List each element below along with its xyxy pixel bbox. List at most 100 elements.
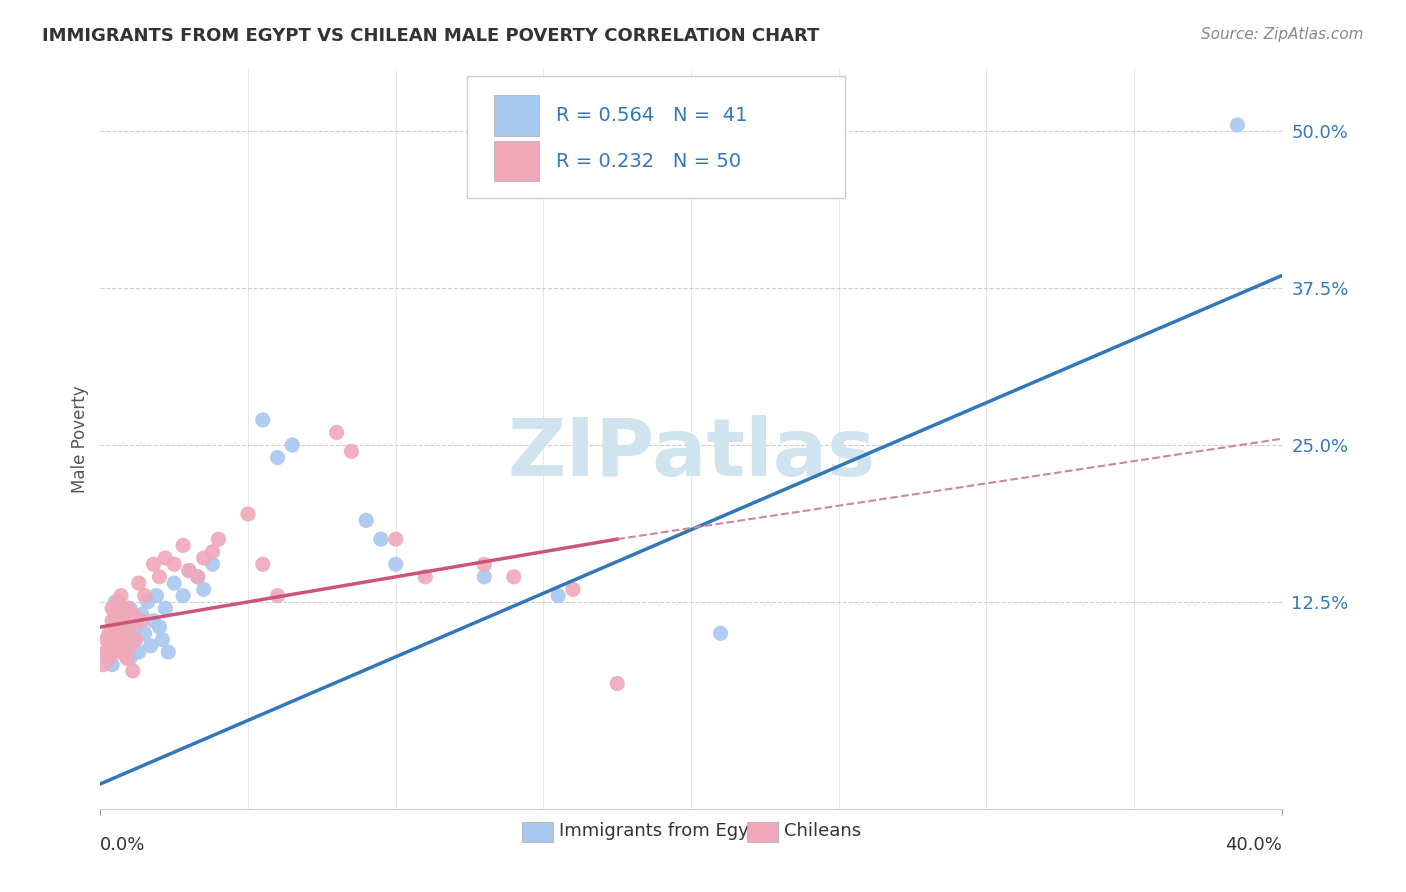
Point: [709, 626, 731, 640]
Point: [101, 614, 124, 628]
Point: [1226, 118, 1249, 132]
Point: [121, 632, 143, 647]
Point: [150, 632, 173, 647]
Text: Chileans: Chileans: [783, 822, 860, 840]
Point: [201, 545, 224, 559]
Text: R = 0.232   N = 50: R = 0.232 N = 50: [557, 152, 741, 170]
Point: [115, 601, 138, 615]
Point: [98, 651, 121, 665]
Point: [502, 570, 524, 584]
Point: [131, 614, 153, 628]
Point: [128, 645, 150, 659]
Point: [187, 570, 209, 584]
Point: [101, 645, 124, 659]
Point: [98, 632, 121, 647]
FancyBboxPatch shape: [467, 76, 845, 198]
Point: [266, 589, 288, 603]
Point: [112, 614, 135, 628]
Point: [104, 639, 127, 653]
Point: [121, 664, 143, 678]
Point: [155, 601, 177, 615]
Text: ZIPatlas: ZIPatlas: [508, 415, 875, 492]
Text: 40.0%: 40.0%: [1225, 836, 1282, 854]
Point: [236, 507, 259, 521]
Point: [354, 513, 377, 527]
Point: [125, 632, 148, 647]
Point: [101, 601, 124, 615]
Bar: [494, 141, 538, 181]
Point: [163, 576, 186, 591]
Point: [606, 676, 628, 690]
Point: [193, 551, 215, 566]
Point: [201, 558, 224, 572]
Point: [413, 570, 436, 584]
Point: [110, 589, 132, 603]
Point: [252, 413, 274, 427]
Text: IMMIGRANTS FROM EGYPT VS CHILEAN MALE POVERTY CORRELATION CHART: IMMIGRANTS FROM EGYPT VS CHILEAN MALE PO…: [42, 27, 820, 45]
Point: [472, 570, 495, 584]
Point: [370, 532, 392, 546]
Point: [112, 632, 135, 647]
Point: [128, 576, 150, 591]
Point: [172, 538, 194, 552]
Point: [134, 589, 156, 603]
Point: [104, 620, 127, 634]
Point: [107, 632, 129, 647]
Point: [110, 620, 132, 634]
Point: [157, 645, 180, 659]
Point: [340, 444, 363, 458]
Text: Immigrants from Egypt: Immigrants from Egypt: [558, 822, 768, 840]
Point: [148, 570, 170, 584]
Point: [98, 639, 121, 653]
Point: [110, 626, 132, 640]
Point: [98, 626, 121, 640]
Point: [125, 620, 148, 634]
Point: [193, 582, 215, 597]
Point: [177, 564, 200, 578]
Point: [187, 570, 209, 584]
Point: [172, 589, 194, 603]
Point: [131, 607, 153, 622]
Text: Source: ZipAtlas.com: Source: ZipAtlas.com: [1201, 27, 1364, 42]
Point: [281, 438, 304, 452]
Point: [112, 639, 135, 653]
Point: [104, 614, 127, 628]
Point: [207, 532, 229, 546]
Point: [118, 620, 141, 634]
Y-axis label: Male Poverty: Male Poverty: [72, 385, 89, 492]
Point: [177, 564, 200, 578]
Point: [266, 450, 288, 465]
Point: [118, 651, 141, 665]
Point: [107, 595, 129, 609]
Point: [91, 657, 114, 672]
Text: R = 0.564   N =  41: R = 0.564 N = 41: [557, 105, 748, 125]
Point: [101, 657, 124, 672]
Point: [325, 425, 347, 440]
Point: [118, 639, 141, 653]
Point: [252, 558, 274, 572]
Point: [139, 639, 162, 653]
Point: [155, 551, 177, 566]
Point: [112, 607, 135, 622]
Text: 0.0%: 0.0%: [100, 836, 146, 854]
Point: [142, 558, 165, 572]
Point: [110, 645, 132, 659]
Point: [115, 651, 138, 665]
Point: [104, 595, 127, 609]
Point: [96, 645, 118, 659]
Point: [107, 632, 129, 647]
Bar: [494, 95, 538, 136]
Point: [142, 614, 165, 628]
Point: [121, 607, 143, 622]
Point: [148, 620, 170, 634]
Point: [472, 558, 495, 572]
Point: [96, 645, 118, 659]
Point: [547, 589, 569, 603]
Point: [136, 595, 159, 609]
Point: [96, 632, 118, 647]
Point: [163, 558, 186, 572]
Point: [134, 626, 156, 640]
Point: [118, 601, 141, 615]
Point: [384, 532, 406, 546]
Point: [384, 558, 406, 572]
